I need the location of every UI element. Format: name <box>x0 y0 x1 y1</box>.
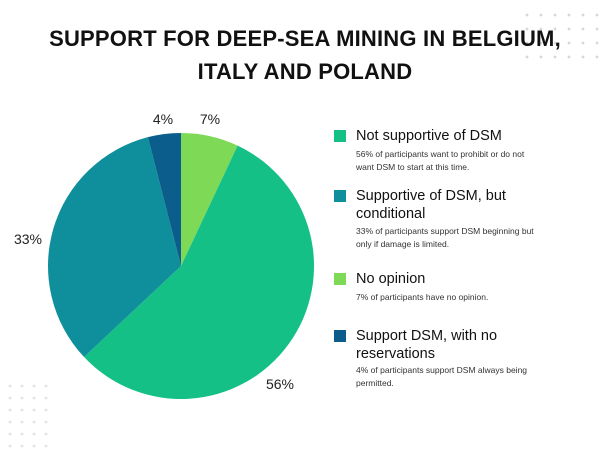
decorative-dots-top-right <box>520 8 606 64</box>
pie-label-no-opinion: 7% <box>200 111 220 127</box>
pie-label-conditional: 33% <box>14 231 42 247</box>
legend-desc-no-opinion: 7% of participants have no opinion. <box>356 291 576 304</box>
legend-desc-line: 7% of participants have no opinion. <box>356 292 489 302</box>
legend-label-line: reservations <box>356 346 435 362</box>
legend-label-conditional: Supportive of DSM, but conditional <box>356 187 586 223</box>
pie-slice-no-reservations <box>147 133 181 266</box>
legend-desc-line: 33% of participants support DSM beginnin… <box>356 226 534 236</box>
legend-swatch-not-supportive <box>334 130 346 142</box>
legend-label-no-reservations: Support DSM, with no reservations <box>356 327 586 363</box>
legend-label-not-supportive: Not supportive of DSM <box>356 127 586 145</box>
legend-swatch-no-opinion <box>334 273 346 285</box>
pie-slice-not-supportive <box>84 145 315 400</box>
chart-title-line-1: SUPPORT FOR DEEP-SEA MINING IN BELGIUM, <box>49 26 561 51</box>
legend-swatch-no-reservations <box>334 330 346 342</box>
pie-label-not-supportive: 56% <box>266 376 294 392</box>
legend-swatch-conditional <box>334 190 346 202</box>
pie-slice-no-opinion <box>181 133 238 266</box>
legend-label-line: Supportive of DSM, but <box>356 188 506 204</box>
legend-desc-line: 56% of participants want to prohibit or … <box>356 149 525 159</box>
chart-title: SUPPORT FOR DEEP-SEA MINING IN BELGIUM, … <box>0 22 610 88</box>
legend-label-line: conditional <box>356 206 426 222</box>
decorative-dots-bottom-left <box>4 380 50 454</box>
chart-title-line-2: ITALY AND POLAND <box>197 59 413 84</box>
pie-slice-conditional <box>48 137 181 358</box>
legend-label-no-opinion: No opinion <box>356 270 586 288</box>
legend-desc-line: want DSM to start at this time. <box>356 161 470 172</box>
legend-desc-conditional: 33% of participants support DSM beginnin… <box>356 225 576 250</box>
legend-label-line: Not supportive of DSM <box>356 128 502 144</box>
legend-desc-line: permitted. <box>356 377 394 388</box>
legend-desc-line: 4% of participants support DSM always be… <box>356 365 528 375</box>
legend-label-line: No opinion <box>356 271 426 287</box>
legend-desc-no-reservations: 4% of participants support DSM always be… <box>356 364 576 389</box>
pie-label-no-reservations: 4% <box>153 111 173 127</box>
legend-label-line: Support DSM, with no <box>356 328 498 344</box>
legend-desc-not-supportive: 56% of participants want to prohibit or … <box>356 148 576 173</box>
legend-desc-line: only if damage is limited. <box>356 238 450 249</box>
